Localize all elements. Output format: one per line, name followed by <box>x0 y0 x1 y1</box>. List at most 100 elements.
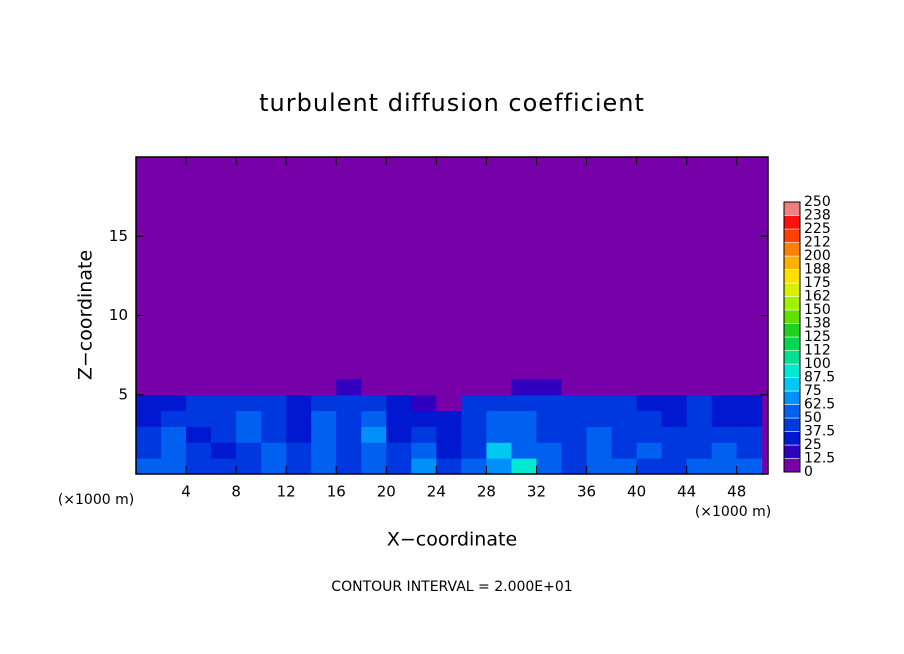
heat-cell <box>386 394 412 412</box>
heat-cell <box>611 394 638 412</box>
colorbar-swatch <box>783 269 801 284</box>
heat-cell <box>261 458 287 475</box>
y-tick-label: 15 <box>109 227 128 245</box>
heat-cell <box>236 378 262 396</box>
colorbar-swatch <box>783 350 801 365</box>
heat-cell <box>486 410 512 427</box>
x-tick-label: 16 <box>327 483 346 501</box>
heat-cell <box>611 378 638 396</box>
colorbar-swatch <box>783 377 801 392</box>
colorbar-label: 188 <box>804 262 831 278</box>
heat-cell <box>411 378 437 396</box>
colorbar-swatch <box>783 390 801 405</box>
heat-cell <box>286 378 312 396</box>
heat-cell <box>211 394 237 412</box>
heat-cell <box>561 426 588 443</box>
x-unit-label: (×1000 m) <box>695 504 771 520</box>
colorbar-label: 225 <box>804 221 831 237</box>
heat-cell <box>636 394 663 412</box>
heat-cell <box>186 442 212 459</box>
heat-cell <box>211 442 237 459</box>
heat-cell <box>461 426 487 443</box>
colorbar-swatch <box>783 282 801 297</box>
colorbar-swatch <box>783 323 801 338</box>
heat-cell <box>236 410 262 427</box>
colorbar-swatch <box>783 242 801 257</box>
heat-cell <box>386 410 412 427</box>
heat-cell <box>561 410 588 427</box>
y-axis-label: Z−coordinate <box>75 250 97 380</box>
heat-cell <box>611 426 638 443</box>
heat-cell <box>711 410 738 427</box>
x-tick-label: 48 <box>727 483 746 501</box>
heat-cell <box>161 458 187 475</box>
colorbar-label: 0 <box>804 464 813 480</box>
colorbar-label: 50 <box>804 410 822 426</box>
heat-cell <box>136 426 162 443</box>
colorbar-label: 100 <box>804 356 831 372</box>
heat-cell <box>461 410 487 427</box>
heat-cell <box>161 426 187 443</box>
colorbar-label: 62.5 <box>804 397 835 413</box>
colorbar-label: 150 <box>804 302 831 318</box>
heat-cell <box>361 426 387 443</box>
heat-cell <box>311 394 337 412</box>
heat-cell <box>136 410 162 427</box>
heat-cell <box>661 410 688 427</box>
heat-cell <box>361 410 387 427</box>
heat-cell <box>711 426 738 443</box>
heat-cell <box>686 426 713 443</box>
x-tick-label: 8 <box>231 483 241 501</box>
heat-cell <box>661 394 688 412</box>
heat-cell <box>736 442 763 459</box>
x-tick-label: 44 <box>677 483 696 501</box>
heat-cell <box>686 394 713 412</box>
colorbar-label: 250 <box>804 194 831 210</box>
colorbar-swatch <box>783 255 801 270</box>
heat-cell <box>561 394 588 412</box>
colorbar-swatch <box>783 215 801 230</box>
heat-cell <box>211 410 237 427</box>
heat-cell <box>461 458 487 475</box>
heat-cell <box>661 426 688 443</box>
colorbar-label: 125 <box>804 329 831 345</box>
x-axis-label: X−coordinate <box>387 529 517 551</box>
heat-cell <box>436 458 462 475</box>
heat-cell <box>186 394 212 412</box>
heat-cell <box>536 394 563 412</box>
heat-cell <box>636 426 663 443</box>
chart-title: turbulent diffusion coefficient <box>259 89 645 117</box>
heat-cell <box>611 410 638 427</box>
heat-cell <box>136 378 162 396</box>
colorbar-swatch <box>783 309 801 324</box>
heat-cell <box>486 442 512 459</box>
colorbar-label: 162 <box>804 289 831 305</box>
heat-cell <box>386 458 412 475</box>
heat-cell <box>486 458 512 475</box>
heat-cell <box>236 426 262 443</box>
heat-cell <box>661 378 688 396</box>
x-tick-label: 36 <box>577 483 596 501</box>
heat-cell <box>661 442 688 459</box>
heat-cell <box>586 442 613 459</box>
heat-cell <box>311 378 337 396</box>
heat-cell <box>536 378 563 396</box>
heat-cell <box>711 394 738 412</box>
footer-note: CONTOUR INTERVAL = 2.000E+01 <box>331 579 572 595</box>
heat-cell <box>286 442 312 459</box>
heat-cell <box>436 442 462 459</box>
heat-cell <box>336 458 362 475</box>
heat-cell <box>261 426 287 443</box>
heat-cell <box>386 426 412 443</box>
heat-cell <box>511 426 537 443</box>
heat-cell <box>386 442 412 459</box>
colorbar-label: 112 <box>804 343 831 359</box>
heat-cell <box>511 410 537 427</box>
heat-cell <box>711 458 738 475</box>
heat-cell <box>411 458 437 475</box>
heat-cell <box>336 394 362 412</box>
x-tick-label: 32 <box>527 483 546 501</box>
heat-cell <box>736 394 763 412</box>
heat-cell <box>336 410 362 427</box>
y-tick-label: 10 <box>109 306 128 324</box>
